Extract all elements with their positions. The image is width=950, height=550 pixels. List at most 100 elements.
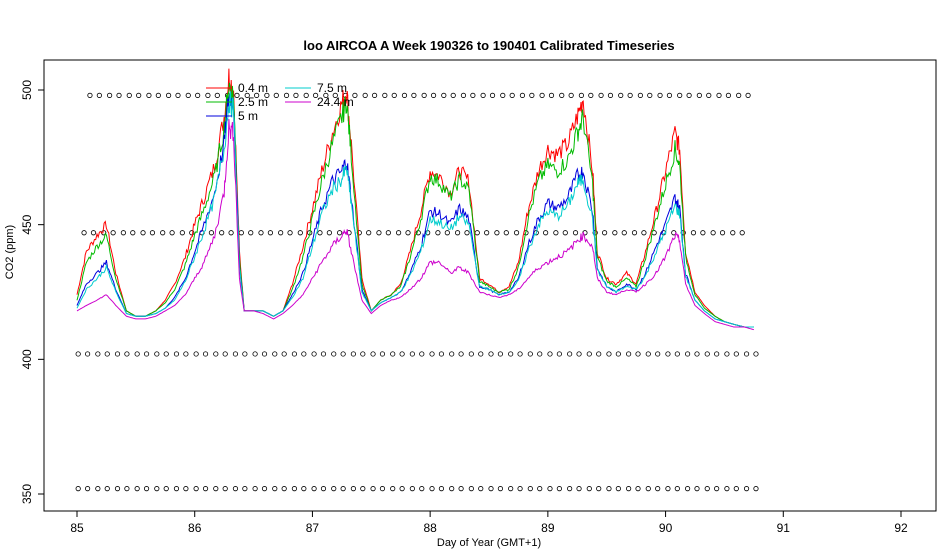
- marker-point: [81, 230, 87, 236]
- marker-point: [730, 230, 736, 236]
- marker-point: [618, 92, 624, 98]
- marker-point: [405, 230, 411, 236]
- marker-point: [607, 92, 614, 98]
- x-tick-label: 88: [423, 521, 437, 535]
- y-axis: 350 400 450 500: [20, 80, 44, 504]
- marker-point: [714, 351, 720, 357]
- series-lines: [76, 68, 755, 331]
- marker-point: [261, 486, 268, 492]
- marker-point: [244, 92, 250, 98]
- marker-point: [733, 486, 739, 492]
- x-axis-label: Day of Year (GMT+1): [437, 537, 541, 549]
- marker-point: [435, 230, 441, 236]
- marker-point: [509, 92, 515, 98]
- x-tick-label: 90: [659, 521, 673, 535]
- marker-point: [382, 92, 388, 98]
- plot-frame: [43, 59, 937, 512]
- marker-point: [517, 351, 523, 357]
- marker-point: [248, 230, 254, 236]
- marker-point: [120, 230, 126, 236]
- marker-point: [114, 486, 121, 492]
- marker-point: [508, 351, 514, 357]
- marker-point: [126, 92, 132, 98]
- marker-point: [124, 486, 130, 492]
- marker-point: [283, 92, 290, 98]
- marker-point: [75, 486, 81, 492]
- marker-point: [264, 92, 270, 98]
- marker-point: [484, 230, 490, 236]
- series-line-0: [76, 68, 754, 328]
- marker-point: [655, 351, 661, 357]
- marker-point: [631, 230, 638, 236]
- marker-point: [96, 92, 102, 98]
- marker-point: [724, 351, 730, 357]
- marker-point: [222, 351, 228, 357]
- marker-point: [95, 351, 101, 357]
- marker-point: [193, 351, 199, 357]
- marker-point: [242, 351, 248, 357]
- marker-point: [254, 92, 260, 98]
- marker-point: [163, 486, 169, 492]
- marker-point: [261, 351, 268, 357]
- marker-point: [332, 92, 338, 98]
- marker-point: [213, 486, 219, 492]
- marker-point: [468, 351, 474, 357]
- marker-point: [202, 486, 209, 492]
- marker-point: [556, 351, 562, 357]
- marker-point: [598, 92, 604, 98]
- marker-point: [84, 486, 91, 492]
- legend-label: 7.5 m: [317, 81, 347, 95]
- marker-point: [606, 486, 612, 492]
- marker-point: [601, 230, 608, 236]
- marker-point: [291, 351, 298, 357]
- marker-point: [419, 351, 425, 357]
- marker-point: [399, 486, 405, 492]
- marker-point: [401, 92, 408, 98]
- marker-point: [173, 351, 180, 357]
- marker-point: [449, 351, 455, 357]
- y-axis-label: CO2 (ppm): [4, 225, 16, 279]
- marker-point: [450, 92, 456, 98]
- marker-point: [567, 351, 573, 357]
- marker-point: [130, 230, 136, 236]
- marker-point: [340, 486, 346, 492]
- marker-point: [637, 92, 643, 98]
- marker-point: [301, 351, 307, 357]
- marker-point: [665, 486, 671, 492]
- marker-point: [362, 92, 368, 98]
- marker-point: [684, 486, 691, 492]
- marker-point: [586, 486, 592, 492]
- marker-point: [116, 92, 122, 98]
- marker-point: [205, 92, 211, 98]
- marker-point: [508, 486, 514, 492]
- marker-point: [596, 486, 602, 492]
- x-axis: 85 86 87 88 89 90 91 92: [70, 511, 908, 535]
- marker-point: [331, 486, 337, 492]
- marker-point: [429, 486, 435, 492]
- marker-point: [714, 486, 720, 492]
- marker-point: [379, 351, 386, 357]
- series-line-4: [76, 119, 755, 331]
- marker-point: [724, 486, 730, 492]
- marker-point: [391, 92, 397, 98]
- marker-point: [647, 92, 653, 98]
- marker-point: [716, 92, 722, 98]
- marker-point: [371, 92, 378, 98]
- marker-point: [497, 351, 504, 357]
- legend-label: 5 m: [238, 109, 258, 123]
- marker-point: [84, 351, 91, 357]
- marker-point: [140, 230, 146, 236]
- marker-point: [104, 351, 110, 357]
- marker-point: [193, 486, 199, 492]
- marker-point: [674, 486, 680, 492]
- marker-point: [136, 92, 142, 98]
- marker-point: [539, 92, 545, 98]
- marker-point: [559, 92, 565, 98]
- marker-point: [568, 92, 574, 98]
- marker-point: [567, 486, 573, 492]
- marker-point: [556, 486, 562, 492]
- marker-point: [228, 230, 234, 236]
- marker-point: [576, 486, 582, 492]
- marker-point: [500, 92, 506, 98]
- x-tick-label: 86: [188, 521, 202, 535]
